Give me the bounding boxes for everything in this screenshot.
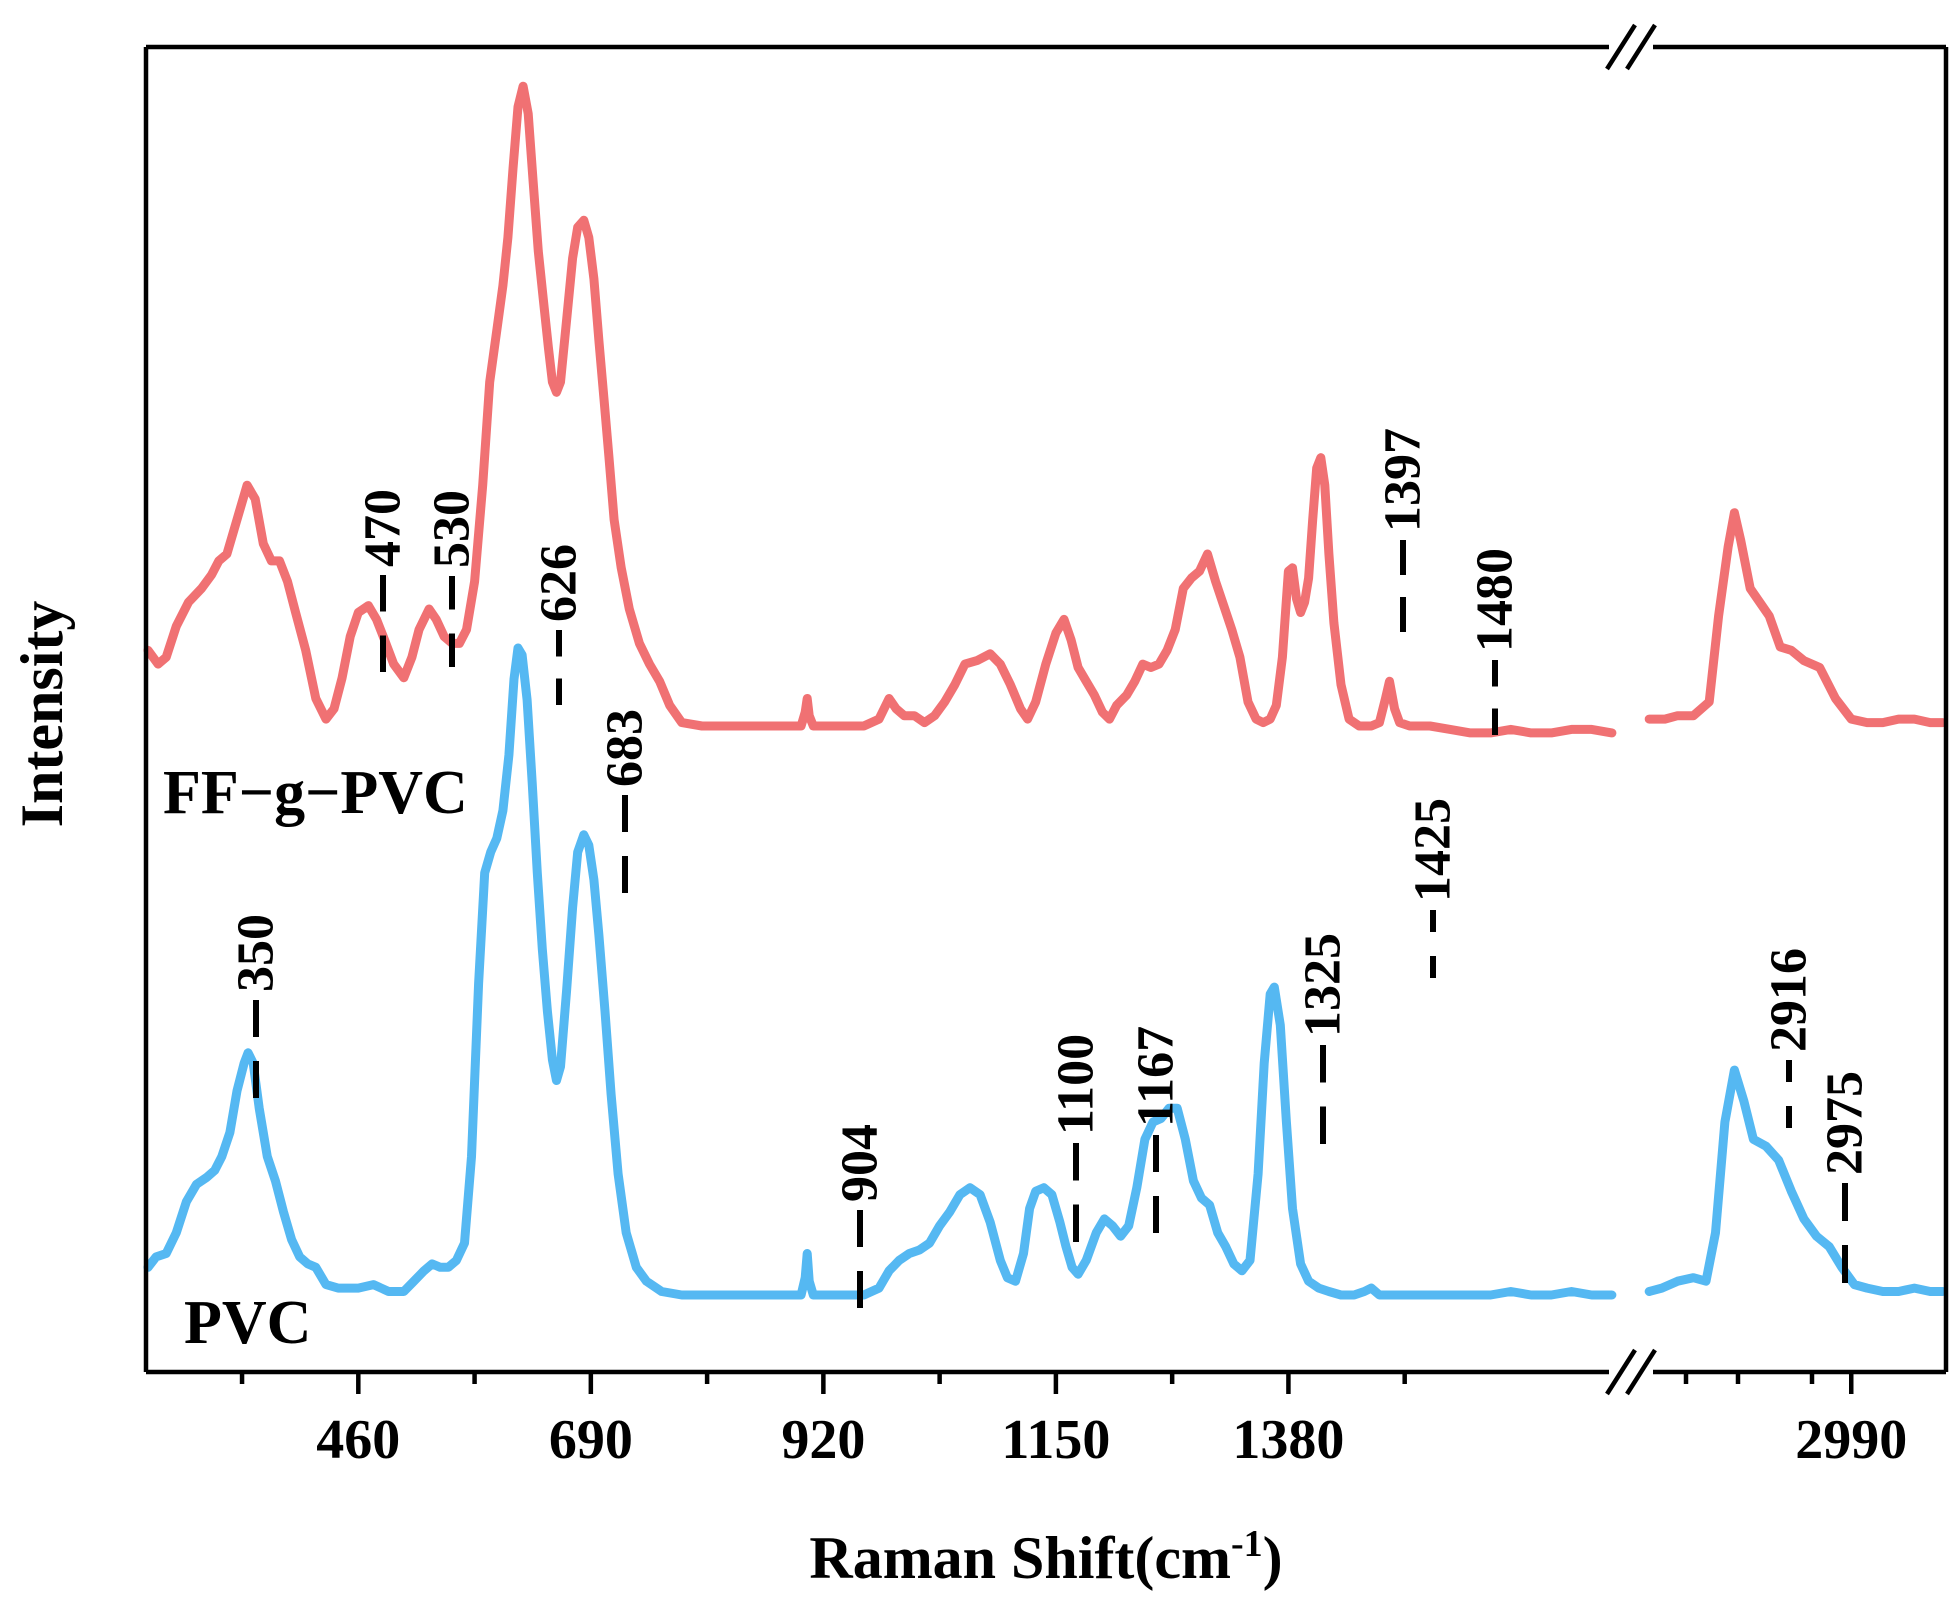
x-tick-label-1150: 1150 xyxy=(1001,1409,1110,1471)
peak-label-2975: 2975 xyxy=(1817,1071,1874,1175)
series-layer xyxy=(143,81,1948,1300)
x-tick-label-690: 690 xyxy=(549,1409,633,1471)
peak-label-2916: 2916 xyxy=(1761,948,1818,1052)
series-line-pvc-part-2 xyxy=(1644,1065,1948,1296)
peak-label-470: 470 xyxy=(355,489,412,567)
series-label-ff-g-pvc: FF−g−PVC xyxy=(163,759,468,827)
peak-label-350: 350 xyxy=(228,914,285,992)
peak-label-904: 904 xyxy=(832,1124,889,1202)
peak-label-626: 626 xyxy=(531,544,588,622)
series-label-pvc: PVC xyxy=(184,1289,311,1357)
peak-label-1425: 1425 xyxy=(1405,798,1462,902)
x-axis-title: Raman Shift(cm-1) xyxy=(809,1523,1282,1591)
peak-label-1167: 1167 xyxy=(1128,1026,1185,1127)
x-tick-label-2990: 2990 xyxy=(1795,1409,1907,1471)
axis-break-mark-bottom-1 xyxy=(1605,1348,1637,1396)
peak-label-530: 530 xyxy=(424,490,481,568)
x-axis-title-main: Raman Shift(cm xyxy=(809,1525,1231,1591)
axis-break-mark-bottom-2 xyxy=(1625,1348,1657,1396)
peak-label-1100: 1100 xyxy=(1048,1034,1105,1135)
x-tick-label-1380: 1380 xyxy=(1232,1409,1344,1471)
axis-break-mark-top-1 xyxy=(1605,23,1637,71)
y-axis-title: Intensity xyxy=(9,601,75,828)
x-axis-title-superscript: -1 xyxy=(1231,1523,1263,1565)
peak-label-1480: 1480 xyxy=(1467,548,1524,652)
peak-label-1325: 1325 xyxy=(1295,933,1352,1037)
x-tick-label-920: 920 xyxy=(781,1409,865,1471)
series-line-pvc-part-1 xyxy=(143,643,1617,1300)
axes-layer: 460 690 920 1150 1380 2990 xyxy=(143,23,1949,1471)
series-line-ff-g-pvc-part-1 xyxy=(143,81,1617,738)
x-tick-label-460: 460 xyxy=(316,1409,400,1471)
peak-label-683: 683 xyxy=(597,709,654,787)
axis-break-mark-top-2 xyxy=(1625,23,1657,71)
peak-label-1397: 1397 xyxy=(1375,428,1432,532)
peak-annotation-layer: 470 530 626 1397 1480 350 683 904 1100 1167 1325 14… xyxy=(228,428,1874,1308)
x-axis-title-close: ) xyxy=(1263,1525,1283,1591)
series-line-ff-g-pvc-part-2 xyxy=(1644,508,1948,728)
